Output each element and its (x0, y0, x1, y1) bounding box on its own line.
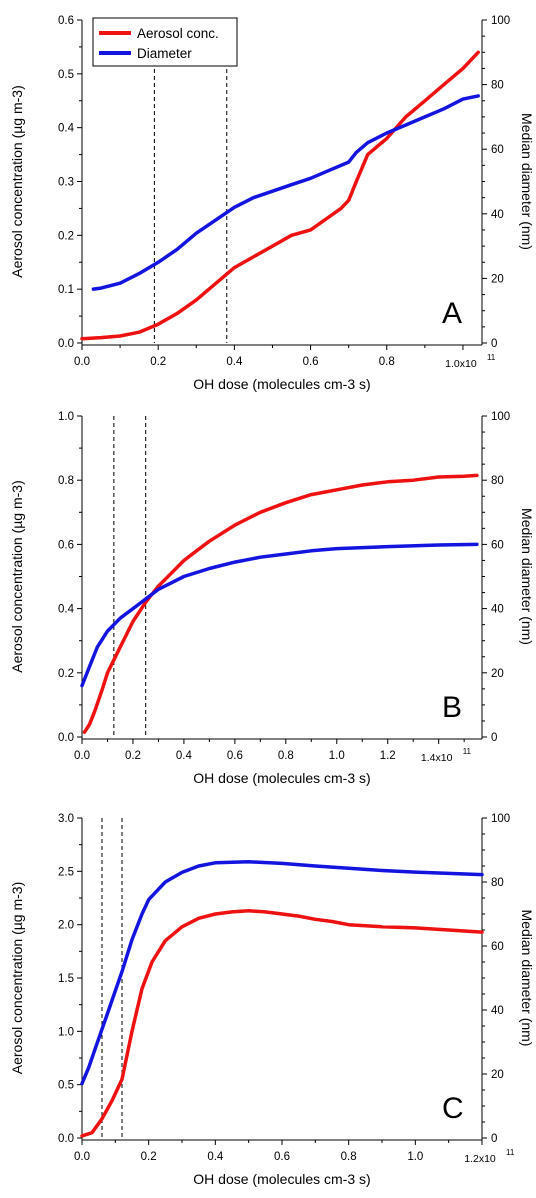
y-left-tick-label: 0.4 (58, 604, 75, 616)
chart-panel-a: 0.0 0.1 0.2 0.3 0.4 0.5 0.6 0 20 40 60 80 100 0.0 0.2 0… (9, 15, 535, 392)
x-tick-label: 0.8 (341, 1151, 357, 1163)
x-tick-label: 0.8 (379, 356, 395, 368)
y-left-tick-label: 1.0 (58, 1026, 74, 1038)
y-right-tick-label: 0 (491, 732, 497, 744)
y-left-tick-label: 0.0 (58, 732, 74, 744)
y-left-tick-label: 0.0 (58, 1133, 74, 1145)
x-tick-label: 1.2 (380, 750, 396, 762)
x-multiplier-exponent: 11 (487, 353, 496, 362)
x-axis-label: OH dose (molecules cm-3 s) (193, 1171, 370, 1187)
y-right-tick-label: 80 (491, 877, 504, 889)
y-right-tick-label: 40 (491, 604, 504, 616)
y-left-tick-label: 1.0 (58, 411, 74, 423)
x-tick-label: 0.2 (141, 1151, 157, 1163)
y-right-tick-label: 20 (491, 668, 504, 680)
x-tick-label: 0.2 (125, 750, 141, 762)
x-tick-label: 0.0 (74, 750, 90, 762)
legend-entry-label: Aerosol conc. (137, 26, 219, 41)
y-right-axis-label: Median diameter (nm) (519, 113, 535, 250)
x-axis-label: OH dose (molecules cm-3 s) (193, 376, 370, 392)
y-left-tick-label: 0.6 (58, 539, 74, 551)
x-tick-label: 1.0 (407, 1151, 423, 1163)
y-left-tick-label: 2.5 (58, 866, 74, 878)
x-multiplier-exponent: 11 (506, 1148, 515, 1157)
x-tick-label: 0.4 (207, 1151, 224, 1163)
chart-panel-c: 0.0 0.5 1.0 1.5 2.0 2.5 3.0 0 20 40 60 80 100 0.0 0.2 0… (9, 813, 535, 1187)
y-right-tick-label: 20 (491, 273, 504, 285)
diameter-series-line (80, 860, 484, 1086)
y-left-axis-label: Aerosol concentration (µg m-3) (9, 480, 25, 672)
y-right-axis-label: Median diameter (nm) (519, 910, 535, 1047)
aerosol-series-line (82, 473, 479, 734)
legend-box (92, 17, 238, 67)
y-left-tick-label: 3.0 (58, 813, 74, 825)
legend: Aerosol conc. Diameter (92, 17, 238, 67)
y-left-tick-label: 0.2 (58, 230, 74, 242)
x-multiplier-label: 1.4x10 (421, 752, 453, 764)
y-right-tick-label: 100 (491, 411, 510, 423)
y-left-tick-label: 0.5 (58, 69, 74, 81)
x-tick-label: 0.0 (74, 1151, 90, 1163)
y-left-tick-label: 0.6 (58, 15, 74, 27)
y-right-tick-label: 40 (491, 209, 504, 221)
x-tick-label: 0.4 (176, 750, 193, 762)
x-multiplier-exponent: 11 (463, 747, 472, 756)
x-tick-label: 0.0 (74, 356, 90, 368)
y-left-tick-label: 2.0 (58, 920, 74, 932)
y-right-tick-label: 100 (491, 15, 510, 27)
x-axis-label: OH dose (molecules cm-3 s) (193, 770, 370, 786)
panel-letter: C (442, 1092, 464, 1125)
x-tick-label: 0.6 (303, 356, 319, 368)
legend-entry-label: Diameter (137, 46, 192, 61)
panel-letter: A (442, 297, 462, 330)
y-left-tick-label: 1.5 (58, 973, 74, 985)
y-right-tick-label: 60 (491, 539, 504, 551)
y-right-axis-label: Median diameter (nm) (519, 508, 535, 645)
aerosol-series-line (80, 50, 480, 341)
diameter-series-line (91, 94, 480, 291)
y-right-tick-label: 60 (491, 941, 504, 953)
y-left-tick-label: 0.5 (58, 1080, 74, 1092)
y-left-tick-label: 0.8 (58, 475, 74, 487)
x-multiplier-label: 1.2x10 (464, 1153, 496, 1165)
x-multiplier-label: 1.0x10 (445, 358, 477, 370)
y-right-tick-label: 40 (491, 1005, 504, 1017)
y-left-tick-label: 0.0 (58, 338, 74, 350)
y-left-tick-label: 0.2 (58, 668, 74, 680)
x-tick-label: 0.6 (227, 750, 243, 762)
chart-panel-b: 0.0 0.2 0.4 0.6 0.8 1.0 0 20 40 60 80 100 0.0 0.2 0.4 0… (9, 411, 535, 786)
y-left-tick-label: 0.1 (58, 284, 74, 296)
aerosol-series-line (80, 909, 484, 1138)
y-right-tick-label: 0 (491, 1133, 497, 1145)
x-tick-label: 0.8 (278, 750, 294, 762)
y-left-tick-label: 0.3 (58, 177, 74, 189)
y-right-tick-label: 60 (491, 144, 504, 156)
x-tick-label: 0.2 (150, 356, 166, 368)
x-tick-label: 0.4 (226, 356, 243, 368)
y-right-tick-label: 0 (491, 338, 497, 350)
y-right-tick-label: 100 (491, 813, 510, 825)
y-left-tick-label: 0.4 (58, 123, 75, 135)
y-right-tick-label: 20 (491, 1069, 504, 1081)
y-left-axis-label: Aerosol concentration (µg m-3) (9, 882, 25, 1074)
y-left-axis-label: Aerosol concentration (µg m-3) (9, 85, 25, 277)
x-tick-label: 0.6 (274, 1151, 290, 1163)
x-tick-label: 1.0 (329, 750, 345, 762)
diameter-series-line (80, 542, 479, 688)
y-right-tick-label: 80 (491, 80, 504, 92)
y-right-tick-label: 80 (491, 475, 504, 487)
panel-letter: B (442, 691, 462, 724)
